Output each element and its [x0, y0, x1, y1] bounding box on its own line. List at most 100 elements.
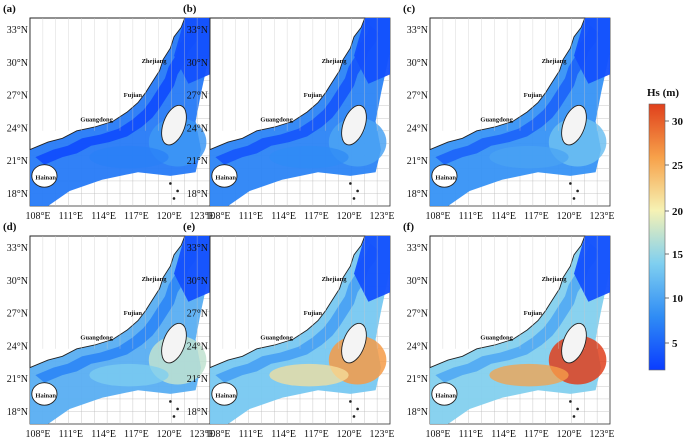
y-tick-label: 18°N [187, 189, 208, 200]
wave-strait-region [269, 145, 349, 169]
x-tick-label: 111°E [239, 211, 263, 222]
islet [169, 400, 172, 403]
nearshore-band [35, 243, 200, 383]
nearshore-band [435, 243, 600, 383]
x-tick-label: 114°E [271, 211, 296, 222]
taiwan-island [561, 322, 587, 364]
place-label-fujian: Fujian [524, 310, 543, 317]
y-tick-label: 18°N [407, 407, 428, 418]
place-label-guangdong: Guangdong [80, 116, 113, 123]
place-label-zhejiang: Zhejiang [142, 276, 168, 283]
islet [349, 182, 352, 185]
x-tick-label: 114°E [91, 429, 116, 440]
y-tick-label: 27°N [7, 309, 28, 320]
y-tick-label: 24°N [407, 123, 428, 134]
y-tick-label: 30°N [7, 58, 28, 69]
place-label-hainan: Hainan [215, 393, 236, 400]
y-tick-label: 33°N [7, 243, 28, 254]
taiwan-island [341, 322, 367, 364]
x-tick-label: 111°E [59, 429, 83, 440]
islet [172, 197, 176, 200]
y-tick-label: 21°N [7, 374, 28, 385]
x-tick-label: 117°E [524, 429, 549, 440]
taiwan-island [161, 104, 187, 146]
y-tick-label: 33°N [187, 243, 208, 254]
y-tick-label: 24°N [407, 341, 428, 352]
x-tick-label: 117°E [124, 211, 149, 222]
islet [356, 189, 359, 193]
wave-strait-region [89, 363, 169, 387]
wave-strait-region [489, 363, 569, 387]
east-china-sea [174, 236, 210, 302]
islet [356, 407, 359, 411]
wave-strait-region [269, 363, 349, 387]
x-tick-label: 123°E [189, 211, 214, 222]
islet [576, 407, 579, 411]
y-tick-label: 33°N [407, 25, 428, 36]
hainan-island [211, 382, 238, 406]
nearshore-band [215, 243, 380, 383]
x-tick-label: 117°E [524, 211, 549, 222]
x-tick-label: 111°E [459, 429, 483, 440]
panel-label: (b) [183, 3, 197, 15]
y-tick-label: 21°N [407, 156, 428, 167]
nearshore-band [35, 25, 200, 165]
y-tick-label: 27°N [407, 309, 428, 320]
panel-label: (a) [3, 3, 16, 15]
y-tick-label: 18°N [7, 189, 28, 200]
place-label-fujian: Fujian [524, 92, 543, 99]
place-label-fujian: Fujian [304, 310, 323, 317]
map-panel: Zhejiang Fujian Guangdong Hainan (e) 33°N 30°N… [183, 221, 395, 440]
islet [576, 189, 579, 193]
x-tick-label: 108°E [205, 429, 230, 440]
x-tick-label: 120°E [157, 429, 182, 440]
east-china-sea [574, 236, 610, 302]
y-tick-label: 24°N [187, 123, 208, 134]
taiwan-island [161, 322, 187, 364]
east-china-sea [354, 236, 390, 302]
x-tick-label: 123°E [589, 211, 614, 222]
colorbar-ticks: 30 25 20 15 10 5 [665, 116, 684, 350]
x-tick-label: 117°E [304, 429, 329, 440]
y-tick-label: 30°N [187, 58, 208, 69]
y-tick-label: 21°N [7, 156, 28, 167]
place-label-fujian: Fujian [304, 92, 323, 99]
x-tick-label: 111°E [59, 211, 83, 222]
place-label-guangdong: Guangdong [260, 116, 293, 123]
y-tick-label: 24°N [7, 341, 28, 352]
x-tick-label: 120°E [557, 211, 582, 222]
place-label-zhejiang: Zhejiang [542, 276, 568, 283]
y-tick-label: 30°N [407, 58, 428, 69]
x-tick-label: 108°E [25, 211, 50, 222]
islet [352, 415, 356, 418]
x-tick-label: 120°E [557, 429, 582, 440]
place-label-guangdong: Guangdong [480, 334, 513, 341]
y-tick-label: 30°N [407, 276, 428, 287]
x-tick-label: 114°E [491, 211, 516, 222]
islet [176, 407, 179, 411]
x-tick-label: 108°E [25, 429, 50, 440]
x-tick-label: 114°E [491, 429, 516, 440]
x-tick-label: 123°E [589, 429, 614, 440]
colorbar-tick-label: 5 [672, 338, 678, 350]
colorbar-tick-label: 10 [672, 293, 684, 305]
place-label-hainan: Hainan [35, 393, 56, 400]
panel-label: (f) [403, 221, 414, 233]
x-tick-label: 123°E [369, 429, 394, 440]
place-label-hainan: Hainan [435, 393, 456, 400]
islet [572, 197, 576, 200]
colorbar: Hs (m) 30 25 20 15 10 5 [647, 87, 684, 371]
map-panel: Zhejiang Fujian Guangdong Hainan (d) 33°N 30°N… [3, 221, 215, 440]
x-tick-label: 108°E [425, 211, 450, 222]
y-tick-label: 27°N [407, 91, 428, 102]
colorbar-title: Hs (m) [647, 87, 679, 99]
panel-label: (d) [3, 221, 17, 233]
colorbar-tick-label: 25 [672, 160, 684, 172]
islet [176, 189, 179, 193]
x-tick-label: 114°E [271, 429, 296, 440]
east-china-sea [354, 18, 390, 84]
islet [569, 182, 572, 185]
x-tick-label: 108°E [205, 211, 230, 222]
x-tick-label: 123°E [189, 429, 214, 440]
